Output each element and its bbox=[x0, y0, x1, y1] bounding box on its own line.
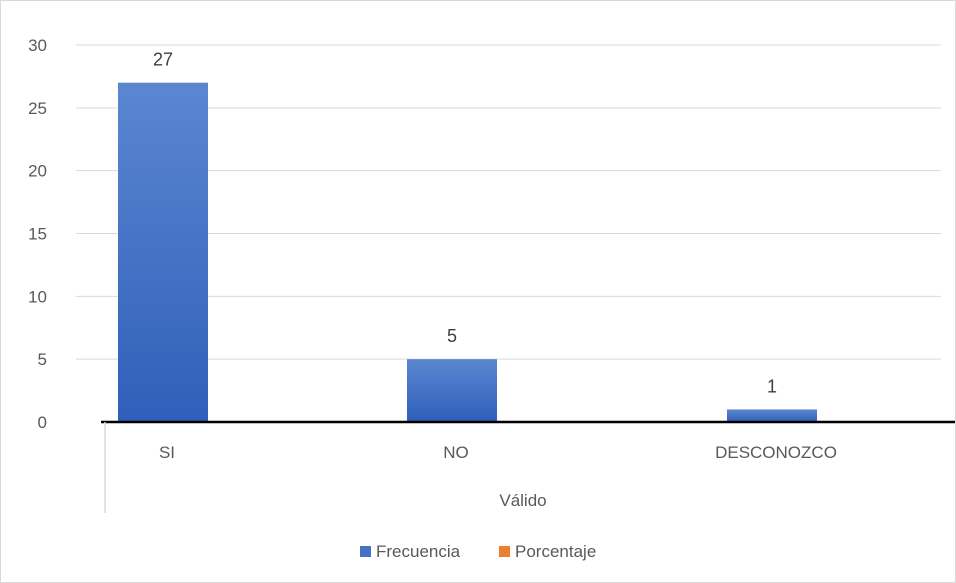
legend-swatch-frecuencia bbox=[360, 546, 371, 557]
y-tick-label: 25 bbox=[28, 99, 47, 118]
y-tick-label: 30 bbox=[28, 36, 47, 55]
x-category-label: SI bbox=[159, 443, 175, 462]
data-label: 1 bbox=[767, 376, 777, 396]
data-label: 5 bbox=[447, 326, 457, 346]
bar-no bbox=[407, 359, 497, 422]
y-tick-label: 5 bbox=[38, 350, 47, 369]
data-label: 27 bbox=[153, 50, 173, 70]
y-tick-label: 15 bbox=[28, 225, 47, 244]
bar-si bbox=[118, 82, 208, 422]
bar-desconozco bbox=[727, 409, 817, 422]
gridlines bbox=[76, 44, 941, 360]
legend-label-porcentaje: Porcentaje bbox=[515, 542, 596, 561]
x-category-label: DESCONOZCO bbox=[715, 443, 837, 462]
legend-swatch-porcentaje bbox=[499, 546, 510, 557]
y-tick-label: 0 bbox=[38, 413, 47, 432]
y-tick-label: 20 bbox=[28, 162, 47, 181]
x-axis bbox=[101, 420, 955, 513]
y-axis-ticks: 0 5 10 15 20 25 30 bbox=[28, 36, 47, 432]
data-labels: 27 5 1 bbox=[153, 50, 777, 397]
y-tick-label: 10 bbox=[28, 287, 47, 306]
legend-label-frecuencia: Frecuencia bbox=[376, 542, 461, 561]
legend: Frecuencia Porcentaje bbox=[360, 542, 596, 561]
x-axis-categories: SI NO DESCONOZCO bbox=[159, 443, 837, 462]
x-category-label: NO bbox=[443, 443, 469, 462]
bars bbox=[118, 82, 817, 422]
x-axis-group-label: Válido bbox=[499, 491, 546, 510]
